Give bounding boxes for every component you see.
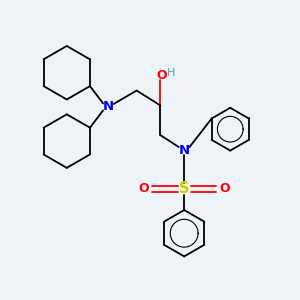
Text: O: O	[157, 69, 167, 82]
Text: H: H	[167, 68, 175, 78]
Text: O: O	[139, 182, 149, 195]
Text: O: O	[219, 182, 230, 195]
Text: N: N	[178, 143, 190, 157]
Text: N: N	[103, 100, 114, 113]
Text: S: S	[179, 181, 189, 196]
